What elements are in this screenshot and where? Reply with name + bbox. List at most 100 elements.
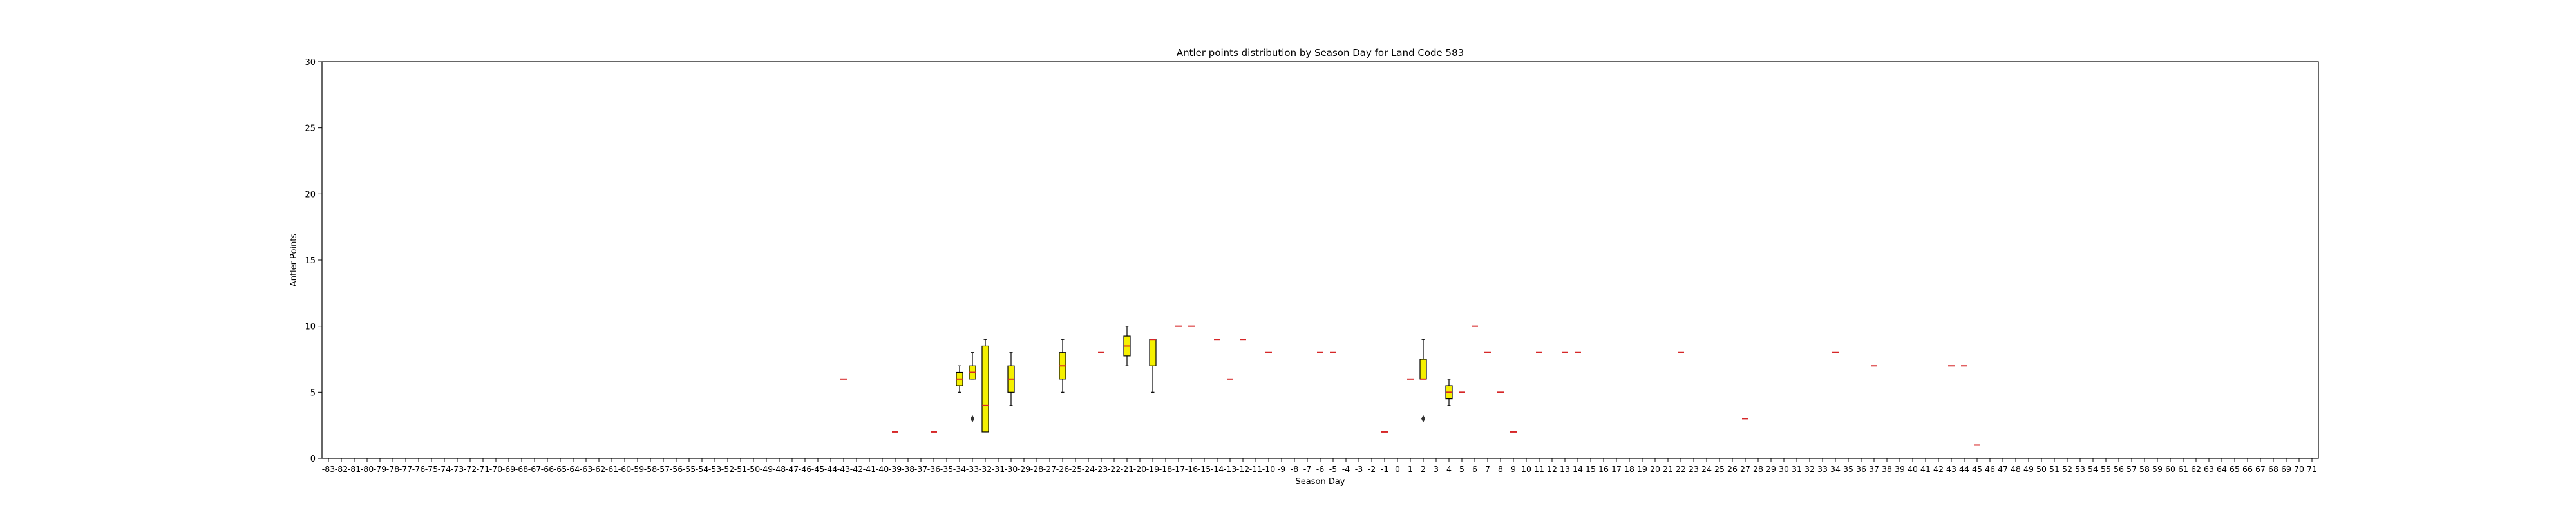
x-tick-label: 31 [1792,464,1802,474]
x-tick-label: -13 [1224,464,1236,474]
x-tick-label: -48 [773,464,786,474]
x-tick-label: -30 [1005,464,1018,474]
x-tick-label: 51 [2049,464,2060,474]
x-tick-label: -52 [721,464,734,474]
x-tick-label: 36 [1856,464,1866,474]
y-tick-label: 25 [305,124,316,134]
x-tick-label: 13 [1560,464,1570,474]
x-tick-label: 29 [1766,464,1776,474]
x-tick-label: 67 [2255,464,2266,474]
x-tick-label: -45 [811,464,824,474]
x-tick-label: -81 [348,464,361,474]
x-tick-label: -41 [863,464,876,474]
x-tick-label: -2 [1368,464,1376,474]
x-tick-label: 4 [1446,464,1452,474]
x-tick-label: -68 [515,464,528,474]
x-tick-label: -20 [1133,464,1146,474]
x-tick-label: 6 [1472,464,1477,474]
x-tick-label: 45 [1972,464,1982,474]
x-tick-label: -39 [889,464,902,474]
x-tick-label: 10 [1521,464,1531,474]
x-tick-label: -49 [760,464,773,474]
x-tick-label: 40 [1908,464,1918,474]
box-body [1149,339,1157,366]
x-tick-label: 25 [1714,464,1725,474]
x-tick-label: -54 [696,464,708,474]
x-tick-label: -51 [734,464,747,474]
x-tick-label: -76 [412,464,425,474]
x-tick-label: 50 [2036,464,2047,474]
x-tick-label: 52 [2062,464,2072,474]
x-tick-label: 70 [2294,464,2304,474]
x-tick-label: 59 [2152,464,2163,474]
box--26 [1059,339,1066,393]
x-tick-label: 63 [2204,464,2214,474]
x-tick-label: 20 [1650,464,1660,474]
box-body [1419,359,1427,380]
x-tick-label: -70 [489,464,502,474]
x-tick-label: -6 [1316,464,1325,474]
y-axis: 0 5 10 15 20 25 30 [305,58,322,464]
x-tick-label: -38 [902,464,914,474]
x-tick-label: 37 [1869,464,1879,474]
x-tick-label: 62 [2191,464,2201,474]
x-tick-label: -10 [1262,464,1275,474]
x-tick-label: 5 [1459,464,1464,474]
x-tick-label: -28 [1030,464,1043,474]
x-axis-label: Season Day [1296,477,1345,487]
x-tick-label: -50 [747,464,760,474]
box-body [981,345,989,433]
x-tick-label: -56 [670,464,683,474]
x-tick-label: 19 [1637,464,1647,474]
x-tick-label: 26 [1727,464,1738,474]
x-tick-label: -55 [683,464,696,474]
x-tick-label: 11 [1534,464,1544,474]
x-tick-label: -60 [618,464,631,474]
x-tick-label: -3 [1355,464,1363,474]
x-tick-label: -26 [1056,464,1069,474]
x-tick-label: -12 [1236,464,1249,474]
box--33 [969,352,976,423]
x-tick-label: 48 [2011,464,2021,474]
x-tick-label: -9 [1278,464,1286,474]
x-tick-label: 69 [2281,464,2291,474]
x-tick-label: -27 [1043,464,1056,474]
outlier-marker [1421,415,1426,423]
y-tick-label: 15 [305,256,316,266]
x-axis: -83 -82 -81 -80 -79 -78 -77 -76 -75 -74 -73 -72 -71-… [322,458,2317,474]
x-tick-label: -5 [1329,464,1337,474]
x-tick-label: -53 [708,464,721,474]
x-tick-label: -73 [451,464,464,474]
x-tick-label: 33 [1817,464,1828,474]
x-tick-label: 44 [1959,464,1969,474]
x-tick-label: 32 [1804,464,1815,474]
x-tick-label: 71 [2307,464,2317,474]
x-tick-label: -40 [876,464,889,474]
x-tick-label: -15 [1198,464,1211,474]
x-tick-label: -14 [1211,464,1224,474]
box-4 [1445,379,1453,406]
x-tick-label: -80 [361,464,374,474]
x-tick-label: 39 [1895,464,1905,474]
x-tick-label: 65 [2230,464,2240,474]
x-tick-label: -25 [1069,464,1082,474]
x-tick-label: -83 [322,464,335,474]
x-tick-label: 0 [1395,464,1400,474]
y-tick-label: 0 [310,454,316,464]
x-tick-label: -46 [799,464,811,474]
x-tick-label: 38 [1882,464,1892,474]
y-tick-label: 20 [305,190,316,200]
x-tick-label: 56 [2114,464,2124,474]
x-tick-label: -8 [1291,464,1299,474]
y-tick-label: 10 [305,323,316,332]
x-tick-label: 24 [1701,464,1712,474]
x-tick-label: 27 [1740,464,1750,474]
x-tick-label: -44 [824,464,837,474]
x-tick-label: -21 [1121,464,1133,474]
x-tick-label: -57 [657,464,670,474]
x-tick-label: -35 [940,464,953,474]
x-tick-label: -79 [374,464,386,474]
x-tick-label: 66 [2242,464,2253,474]
x-tick-label: -31 [992,464,1005,474]
x-tick-label: -17 [1172,464,1185,474]
